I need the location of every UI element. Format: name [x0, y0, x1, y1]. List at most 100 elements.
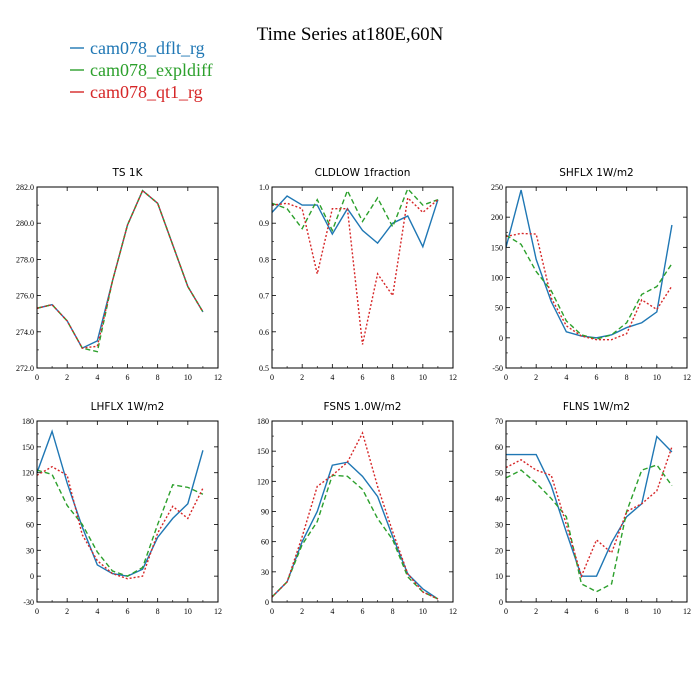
y-tick-label: 0: [30, 572, 34, 581]
y-tick-label: 0.5: [259, 364, 269, 373]
x-tick-label: 4: [95, 373, 99, 382]
x-tick-label: 0: [270, 607, 274, 616]
x-tick-label: 10: [184, 607, 192, 616]
legend-item: cam078_dflt_rg: [70, 38, 205, 58]
y-tick-label: 120: [257, 477, 269, 486]
legend-item: cam078_qt1_rg: [70, 82, 203, 102]
x-tick-label: 12: [683, 373, 691, 382]
series-line: [37, 189, 204, 349]
y-tick-label: 272.0: [16, 364, 34, 373]
x-tick-label: 2: [534, 607, 538, 616]
plot-frame: [505, 186, 688, 369]
chart-panel: CLDLOW 1fraction 0 2 4 6 8 10 12 0.5 0.6 0.7 0.8 0.9…: [259, 167, 457, 382]
x-tick-label: 0: [35, 607, 39, 616]
plot-frame: [271, 420, 454, 603]
x-tick-label: 12: [214, 607, 222, 616]
y-tick-label: 60: [261, 538, 269, 547]
x-tick-label: 2: [300, 607, 304, 616]
y-tick-label: 50: [495, 304, 503, 313]
series-line: [506, 446, 673, 579]
legend-label: cam078_dflt_rg: [90, 38, 205, 58]
x-tick-label: 6: [595, 607, 599, 616]
y-tick-label: -50: [492, 364, 503, 373]
y-tick-label: 180: [257, 417, 269, 426]
series-line: [37, 189, 204, 350]
x-tick-label: 0: [504, 607, 508, 616]
y-tick-label: 0.7: [259, 292, 269, 301]
x-tick-label: 0: [270, 373, 274, 382]
x-tick-label: 2: [300, 373, 304, 382]
x-tick-label: 10: [419, 607, 427, 616]
x-tick-label: 0: [504, 373, 508, 382]
x-tick-label: 8: [156, 373, 160, 382]
y-tick-label: 70: [495, 417, 503, 426]
y-tick-label: 0: [265, 598, 269, 607]
plot-frame: [36, 186, 219, 369]
y-tick-label: 90: [26, 495, 34, 504]
y-tick-label: 282.0: [16, 183, 34, 192]
y-tick-label: 0.6: [259, 328, 269, 337]
y-tick-label: 0.9: [259, 219, 269, 228]
legend-item: cam078_expldiff: [70, 60, 213, 80]
series-line: [506, 464, 673, 593]
x-tick-label: 10: [419, 373, 427, 382]
x-tick-label: 0: [35, 373, 39, 382]
x-tick-label: 8: [156, 607, 160, 616]
x-tick-label: 8: [391, 607, 395, 616]
legend-label: cam078_qt1_rg: [90, 82, 203, 102]
y-tick-label: 0: [499, 334, 503, 343]
series-line: [506, 189, 673, 339]
y-tick-label: 150: [257, 447, 269, 456]
series-line: [272, 431, 439, 600]
panel-title: LHFLX 1W/m2: [91, 401, 165, 413]
x-tick-label: 8: [625, 607, 629, 616]
x-tick-label: 2: [65, 607, 69, 616]
figure-title: Time Series at180E,60N: [257, 24, 444, 45]
series-line: [272, 196, 439, 345]
y-tick-label: 10: [495, 572, 503, 581]
y-tick-label: -30: [23, 598, 34, 607]
series-line: [272, 187, 439, 233]
y-tick-label: 0: [499, 598, 503, 607]
y-tick-label: 30: [261, 568, 269, 577]
y-tick-label: 90: [261, 508, 269, 517]
x-tick-label: 6: [126, 373, 130, 382]
x-tick-label: 12: [683, 607, 691, 616]
series-line: [506, 435, 673, 577]
y-tick-label: 60: [26, 520, 34, 529]
series-line: [506, 234, 673, 340]
x-tick-label: 6: [361, 607, 365, 616]
y-tick-label: 280.0: [16, 219, 34, 228]
x-tick-label: 10: [653, 373, 661, 382]
y-tick-label: 60: [495, 443, 503, 452]
series-line: [37, 429, 204, 577]
y-tick-label: 180: [22, 417, 34, 426]
x-tick-label: 2: [65, 373, 69, 382]
series-line: [37, 189, 204, 353]
panel-title: FLNS 1W/m2: [563, 401, 630, 413]
x-tick-label: 8: [625, 373, 629, 382]
y-tick-label: 40: [495, 495, 503, 504]
y-tick-label: 30: [26, 546, 34, 555]
x-tick-label: 8: [391, 373, 395, 382]
x-tick-label: 4: [564, 607, 568, 616]
y-tick-label: 276.0: [16, 292, 34, 301]
y-tick-label: 20: [495, 546, 503, 555]
x-tick-label: 4: [564, 373, 568, 382]
x-tick-label: 4: [330, 607, 334, 616]
y-tick-label: 278.0: [16, 255, 34, 264]
y-tick-label: 200: [491, 213, 503, 222]
panel-title: CLDLOW 1fraction: [315, 167, 411, 179]
panel-grid: TS 1K 0 2 4 6 8 10 12 272.0 274.0 276.0 278.0 280.0 2…: [16, 167, 691, 616]
x-tick-label: 6: [595, 373, 599, 382]
x-tick-label: 4: [95, 607, 99, 616]
x-tick-label: 4: [330, 373, 334, 382]
y-tick-label: 1.0: [259, 183, 269, 192]
y-tick-label: 250: [491, 183, 503, 192]
figure-legend: cam078_dflt_rgcam078_expldiffcam078_qt1_…: [70, 38, 213, 102]
y-tick-label: 30: [495, 520, 503, 529]
panel-title: FSNS 1.0W/m2: [324, 401, 402, 413]
chart-panel: FLNS 1W/m2 0 2 4 6 8 10 12 0 10 20 30 40 50 60 70: [495, 401, 691, 616]
